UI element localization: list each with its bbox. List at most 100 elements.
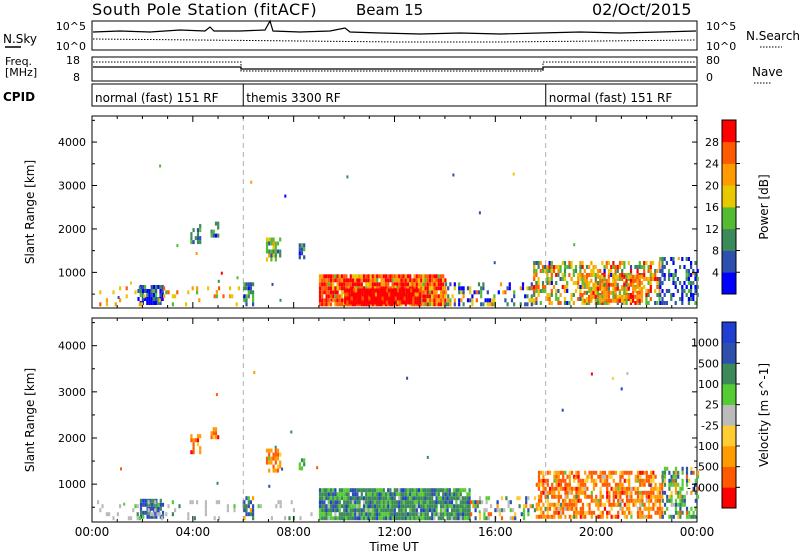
scatter-cell xyxy=(694,261,697,265)
scatter-cell xyxy=(603,297,606,301)
scatter-cell xyxy=(583,290,586,295)
colorbar-tick-label: -1000 xyxy=(687,481,719,494)
scatter-cell xyxy=(141,289,144,293)
scatter-cell xyxy=(595,470,598,475)
scatter-cell xyxy=(213,294,216,299)
scatter-cell xyxy=(274,452,277,457)
scatter-cell xyxy=(690,265,693,269)
scatter-cell xyxy=(217,279,220,283)
scatter-cell xyxy=(462,294,465,299)
scatter-cell xyxy=(327,512,330,517)
scatter-cell xyxy=(376,492,379,497)
scatter-cell xyxy=(433,286,436,291)
scatter-cell xyxy=(551,502,554,507)
colorbar-frame xyxy=(721,321,737,509)
scatter-cell xyxy=(621,498,624,503)
scatter-cell xyxy=(550,261,553,265)
scatter-cell xyxy=(581,281,584,285)
scatter-cell xyxy=(658,490,662,495)
scatter-cell xyxy=(535,502,538,507)
scatter-cell xyxy=(601,474,604,479)
scatter-cell xyxy=(616,301,619,305)
y-tick-label: 3000 xyxy=(58,180,86,193)
scatter-cell xyxy=(658,502,662,507)
scatter-cell xyxy=(640,281,644,285)
scatter-cell xyxy=(457,512,460,517)
scatter-cell xyxy=(594,273,597,277)
scatter-cell xyxy=(345,286,348,291)
scatter-cell xyxy=(581,478,585,483)
scatter-cell xyxy=(603,286,606,291)
scatter-cell xyxy=(692,514,695,519)
scatter-cell xyxy=(474,516,477,521)
scatter-cell xyxy=(444,508,447,513)
scatter-cell xyxy=(288,516,291,521)
scatter-cell xyxy=(380,278,383,283)
scatter-cell xyxy=(623,478,626,483)
scatter-cell xyxy=(690,297,693,301)
scatter-cell xyxy=(365,516,368,521)
scatter-cell xyxy=(625,278,628,283)
scatter-cell xyxy=(555,470,558,475)
scatter-cell xyxy=(685,269,688,273)
scatter-cell xyxy=(366,296,369,301)
colorbar-swatch xyxy=(722,404,736,426)
scatter-cell xyxy=(581,297,584,301)
scatter-cell xyxy=(347,508,350,513)
scatter-cell xyxy=(496,504,499,509)
scatter-cell xyxy=(420,274,423,279)
scatter-cell xyxy=(627,294,630,299)
scatter-cell xyxy=(559,265,562,269)
scatter-cell xyxy=(338,274,341,279)
scatter-cell xyxy=(458,290,461,295)
scatter-cell xyxy=(415,488,418,493)
scatter-cell xyxy=(590,478,593,483)
nave-tick-top: 80 xyxy=(706,54,720,67)
scatter-cell xyxy=(367,488,370,493)
scatter-cell xyxy=(614,514,618,519)
scatter-cell xyxy=(214,431,218,436)
scatter-cell xyxy=(562,506,565,511)
scatter-cell xyxy=(347,492,350,497)
scatter-cell xyxy=(378,512,381,517)
scatter-cell xyxy=(573,478,576,483)
scatter-cell xyxy=(555,273,558,277)
scatter-cell xyxy=(370,300,373,305)
scatter-cell xyxy=(368,300,371,305)
scatter-cell xyxy=(382,508,385,513)
scatter-cell xyxy=(614,494,618,499)
scatter-cell xyxy=(379,300,382,305)
scatter-cell xyxy=(420,286,423,291)
scatter-cell xyxy=(568,261,571,265)
nsky-trace xyxy=(92,19,697,35)
scatter-cell xyxy=(431,302,434,307)
scatter-cell xyxy=(577,285,580,289)
scatter-cell xyxy=(196,232,200,237)
scatter-cell xyxy=(426,508,429,513)
scatter-cell xyxy=(614,269,617,273)
scatter-cell xyxy=(329,278,333,283)
scatter-cell xyxy=(478,500,482,505)
scatter-cell xyxy=(577,297,580,301)
scatter-cell xyxy=(437,298,440,303)
scatter-cell xyxy=(161,510,165,515)
scatter-cell xyxy=(371,492,374,497)
scatter-cell xyxy=(146,297,149,301)
scatter-cell xyxy=(136,512,139,517)
scatter-cell xyxy=(619,490,622,495)
scatter-cell xyxy=(597,498,600,503)
scatter-cell xyxy=(577,273,580,277)
scatter-cell xyxy=(546,470,549,475)
scatter-cell xyxy=(356,282,359,287)
scatter-cell xyxy=(638,286,641,291)
scatter-cell xyxy=(270,241,273,246)
scatter-cell xyxy=(636,510,640,515)
scatter-cell xyxy=(340,278,344,283)
scatter-cell xyxy=(417,500,421,505)
scatter-cell xyxy=(561,277,564,281)
scatter-cell xyxy=(146,510,149,515)
scatter-cell xyxy=(257,504,260,509)
scatter-cell xyxy=(279,500,282,505)
scatter-cell xyxy=(276,468,280,473)
scatter-cell xyxy=(105,298,108,303)
